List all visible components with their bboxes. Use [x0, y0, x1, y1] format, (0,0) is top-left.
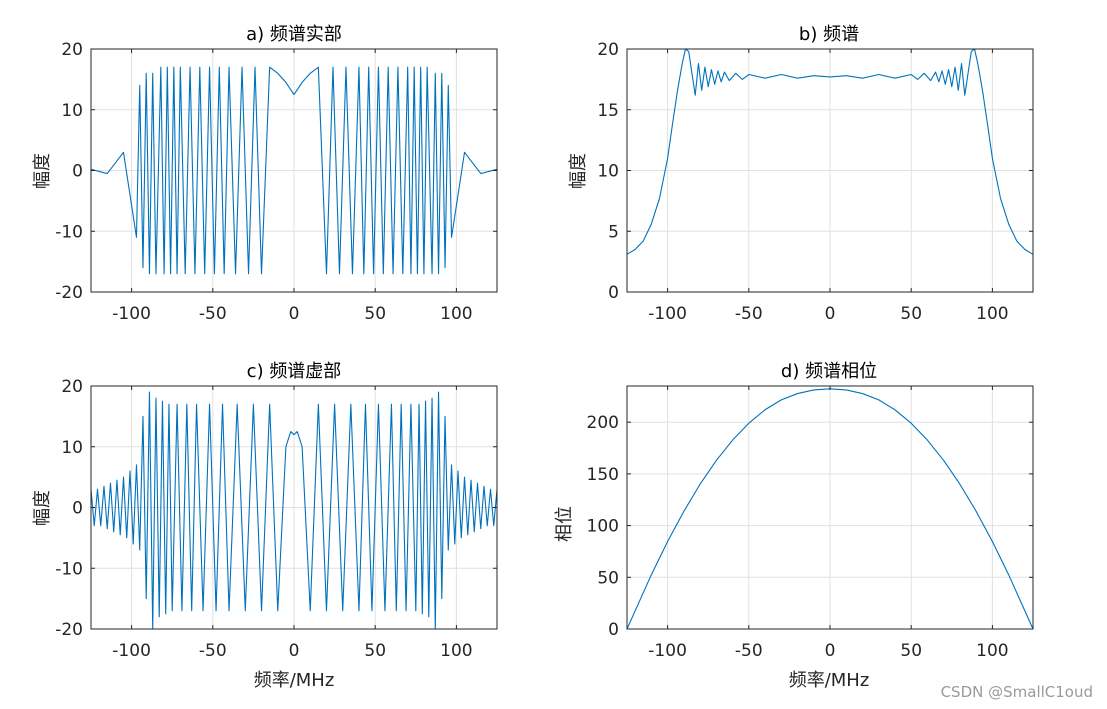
- y-tick-label: 15: [597, 101, 619, 121]
- y-tick-label: -20: [55, 620, 83, 640]
- y-tick-label: 0: [72, 162, 83, 182]
- x-tick-label: 50: [900, 304, 922, 324]
- x-tick-label: 0: [825, 641, 836, 661]
- x-tick-label: -50: [735, 641, 763, 661]
- panel-c-ylabel: 幅度: [32, 490, 53, 526]
- x-tick-label: 50: [364, 304, 386, 324]
- x-tick-label: 0: [289, 304, 300, 324]
- y-tick-label: 0: [608, 283, 619, 303]
- y-tick-label: 100: [587, 517, 619, 537]
- panel-d: d) 频谱相位 相位 频率/MHz -100 -50 0 50 100 0 50 100 150…: [554, 361, 1034, 691]
- x-tick-label: 0: [825, 304, 836, 324]
- panel-d-xlabel: 频率/MHz: [789, 670, 870, 691]
- panel-b-title: b) 频谱: [799, 24, 859, 45]
- y-tick-label: 10: [61, 101, 83, 121]
- panel-c-title: c) 频谱虚部: [247, 361, 342, 382]
- y-tick-label: 20: [61, 377, 83, 397]
- panel-c-xlabel: 频率/MHz: [254, 670, 335, 691]
- x-tick-label: 100: [440, 641, 472, 661]
- y-tick-label: 0: [72, 499, 83, 519]
- x-tick-label: 0: [289, 641, 300, 661]
- y-tick-label: 50: [597, 568, 619, 588]
- x-tick-label: -100: [112, 641, 151, 661]
- x-tick-label: 100: [440, 304, 472, 324]
- x-tick-label: -50: [199, 641, 227, 661]
- x-tick-label: 50: [900, 641, 922, 661]
- x-tick-label: -100: [648, 641, 687, 661]
- panel-d-ylabel: 相位: [554, 506, 575, 542]
- y-tick-label: 10: [61, 438, 83, 458]
- x-tick-label: 100: [976, 641, 1008, 661]
- y-tick-label: 10: [597, 162, 619, 182]
- y-tick-label: -10: [55, 559, 83, 579]
- panel-a-ylabel: 幅度: [32, 153, 53, 189]
- y-tick-label: 0: [608, 620, 619, 640]
- panel-a-title: a) 频谱实部: [246, 24, 342, 45]
- y-tick-label: 20: [61, 40, 83, 60]
- panel-c: c) 频谱虚部 幅度 频率/MHz -100 -50 0 50 100-20-10010…: [32, 361, 498, 691]
- y-tick-label: -20: [55, 283, 83, 303]
- x-tick-label: -100: [112, 304, 151, 324]
- y-tick-label: 150: [587, 465, 619, 485]
- y-tick-label: -10: [55, 222, 83, 242]
- y-tick-label: 200: [587, 413, 619, 433]
- panel-d-title: d) 频谱相位: [781, 361, 877, 382]
- x-tick-label: 100: [976, 304, 1008, 324]
- x-tick-label: -50: [735, 304, 763, 324]
- y-tick-label: 5: [608, 222, 619, 242]
- series-line-c-0: [91, 391, 497, 630]
- series-line-a-0: [91, 66, 497, 275]
- x-tick-label: -100: [648, 304, 687, 324]
- x-tick-label: -50: [199, 304, 227, 324]
- watermark: CSDN @SmallC1oud: [940, 683, 1093, 701]
- panel-b: b) 频谱 幅度 -100 -50 0 50 100 0 5 10 15 20: [568, 24, 1034, 324]
- y-tick-label: 20: [597, 40, 619, 60]
- panel-b-ylabel: 幅度: [568, 153, 589, 189]
- series-line-b-0: [627, 48, 1033, 255]
- x-tick-label: 50: [364, 641, 386, 661]
